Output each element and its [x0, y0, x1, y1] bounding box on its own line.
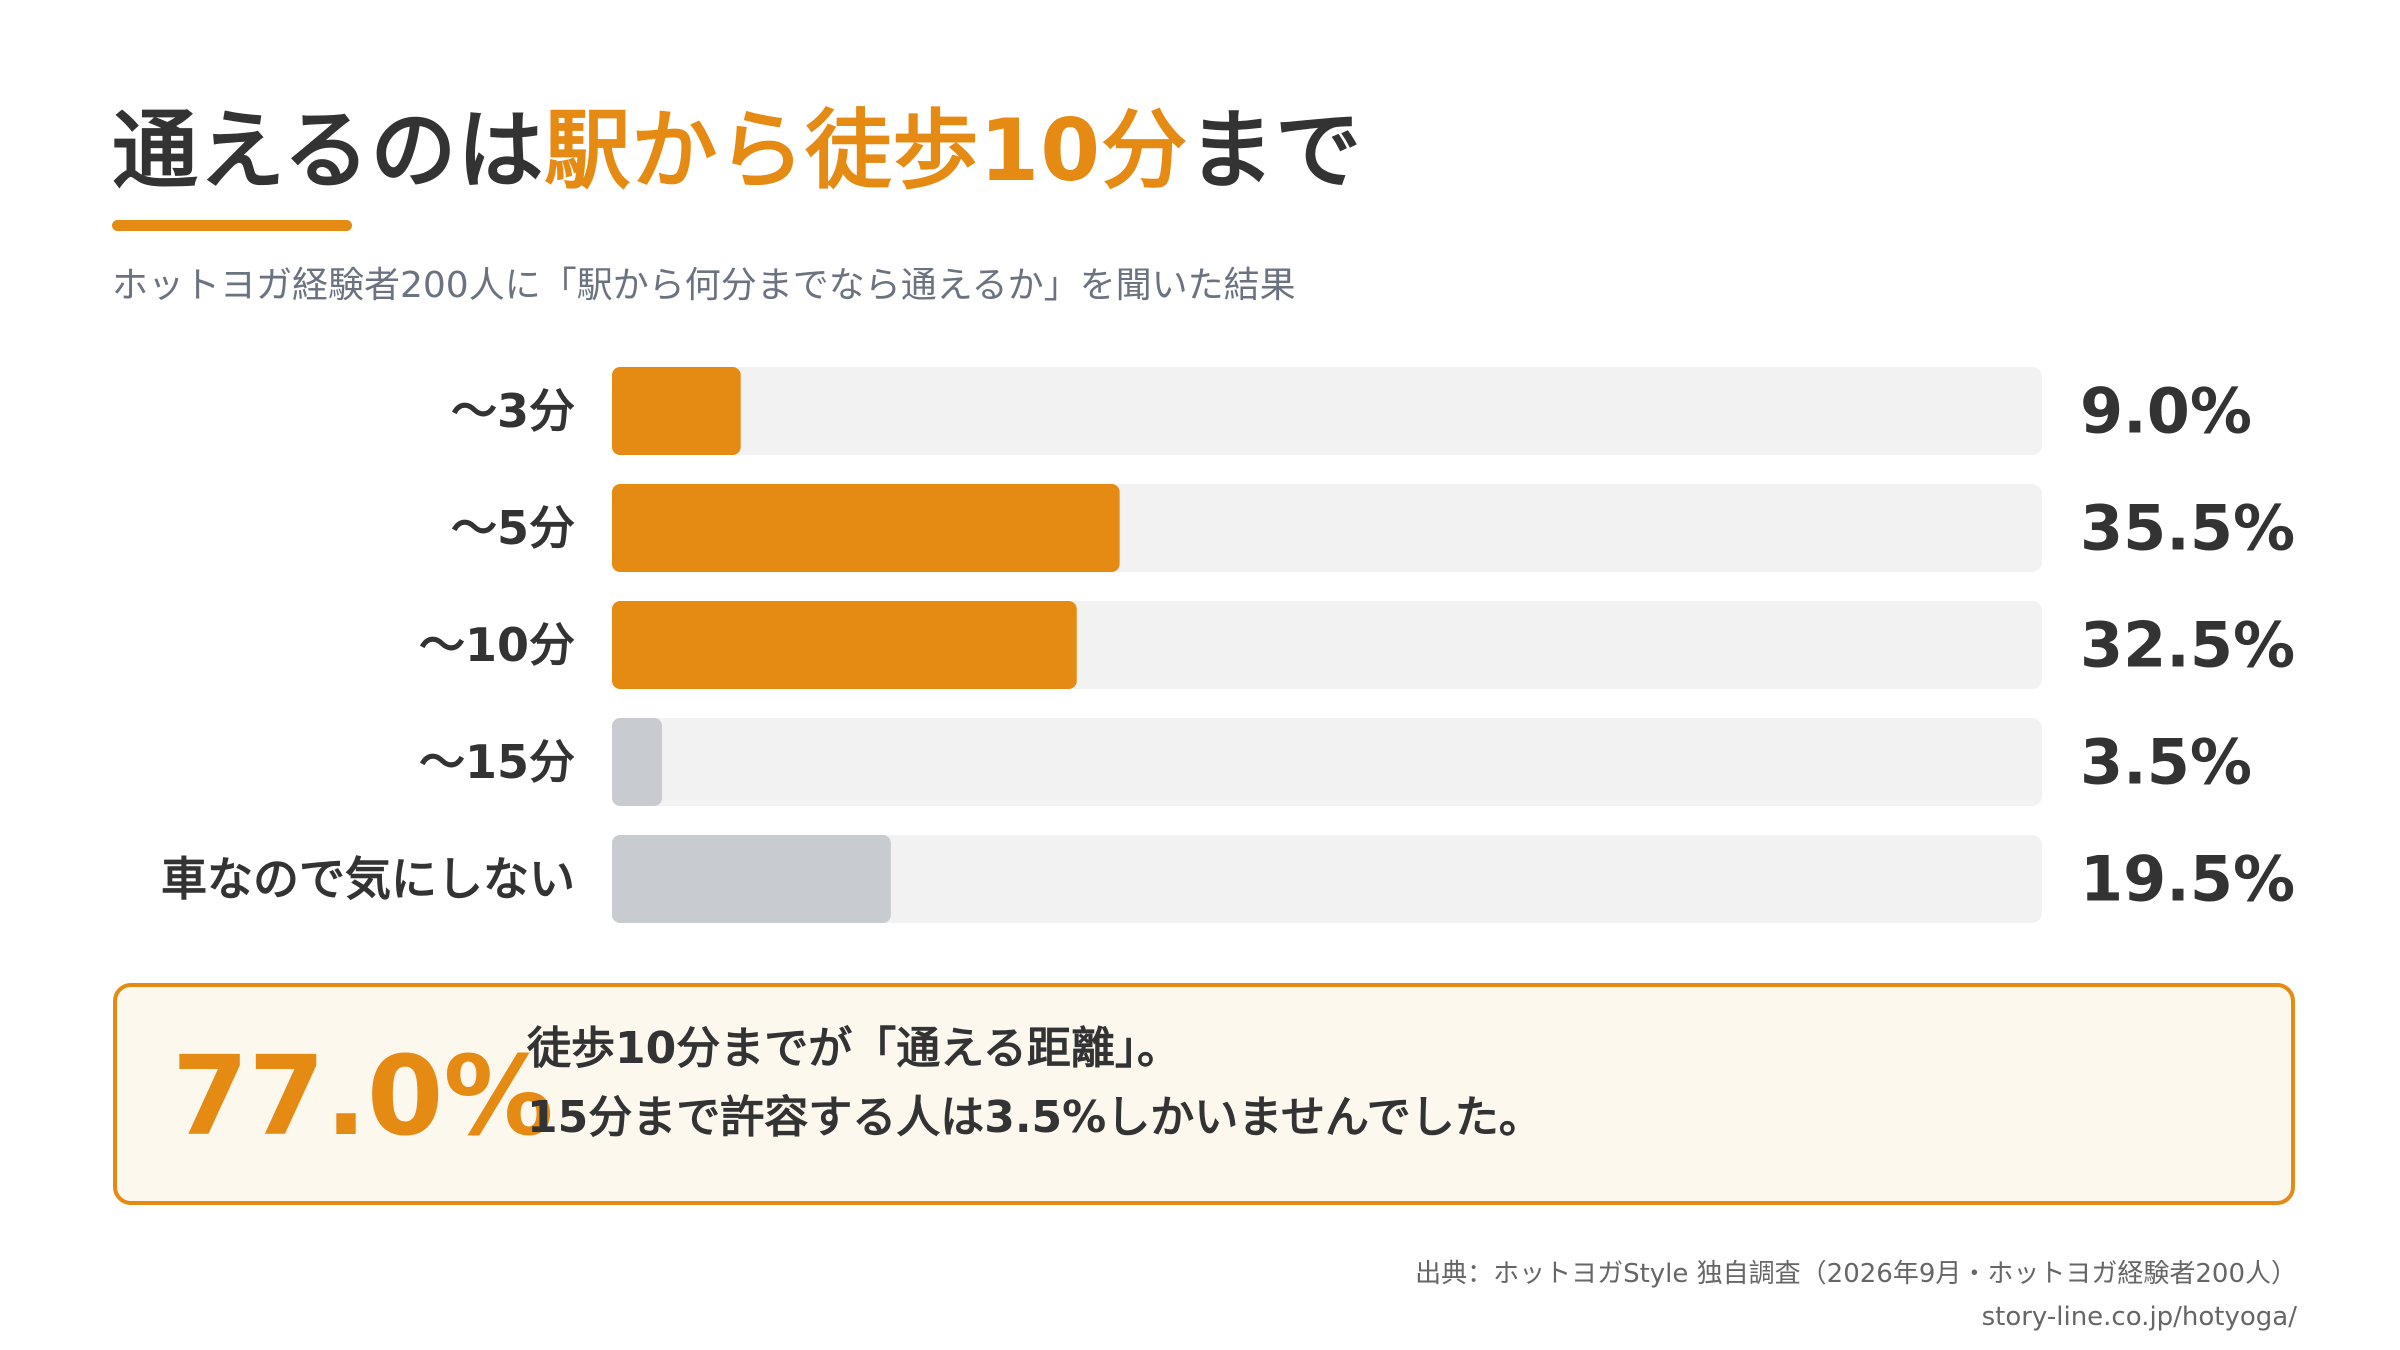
- category-label: 車なので気にしない: [161, 852, 575, 906]
- bar: [612, 718, 663, 806]
- bar-chart: 〜3分 9.0% 〜5分 35.5% 〜10分 32.5% 〜15分 3.5% 車なので気にしな…: [161, 367, 2295, 923]
- bar-track: [612, 718, 2042, 806]
- category-label: 〜10分: [419, 618, 575, 672]
- callout-line-1: 徒歩10分までが「通える距離」。: [527, 1023, 1181, 1074]
- bar: [612, 367, 741, 455]
- title-highlight: 駅から徒歩10分: [544, 101, 1189, 201]
- subtitle: ホットヨガ経験者200人に「駅から何分までなら通えるか」を聞いた結果: [112, 265, 1296, 306]
- title-suffix: まで: [1188, 101, 1363, 201]
- callout-line-2: 15分まで許容する人は3.5%しかいませんでした。: [527, 1092, 1543, 1143]
- bar-track: [612, 835, 2042, 923]
- category-label: 〜5分: [451, 501, 575, 555]
- bar: [612, 484, 1120, 572]
- source-note: 出典：ホットヨガStyle 独自調査（2026年9月・ホットヨガ経験者200人）: [1415, 1259, 2297, 1289]
- value-label: 19.5%: [2080, 843, 2295, 916]
- value-label: 35.5%: [2080, 492, 2295, 565]
- title-underline: [112, 220, 352, 231]
- page-title: 通えるのは駅から徒歩10分まで: [112, 96, 1362, 206]
- value-label: 32.5%: [2080, 609, 2295, 682]
- summary-callout: 77.0% 徒歩10分までが「通える距離」。 15分まで許容する人は3.5%しか…: [113, 983, 2295, 1205]
- bar: [612, 601, 1077, 689]
- category-label: 〜3分: [451, 384, 575, 438]
- value-label: 3.5%: [2080, 726, 2252, 799]
- bar-track: [612, 367, 2042, 455]
- callout-value: 77.0%: [172, 1032, 554, 1160]
- category-label: 〜15分: [419, 735, 575, 789]
- source-url: story-line.co.jp/hotyoga/: [1981, 1302, 2297, 1332]
- title-prefix: 通えるのは: [112, 101, 545, 201]
- value-label: 9.0%: [2080, 375, 2252, 448]
- bar: [612, 835, 891, 923]
